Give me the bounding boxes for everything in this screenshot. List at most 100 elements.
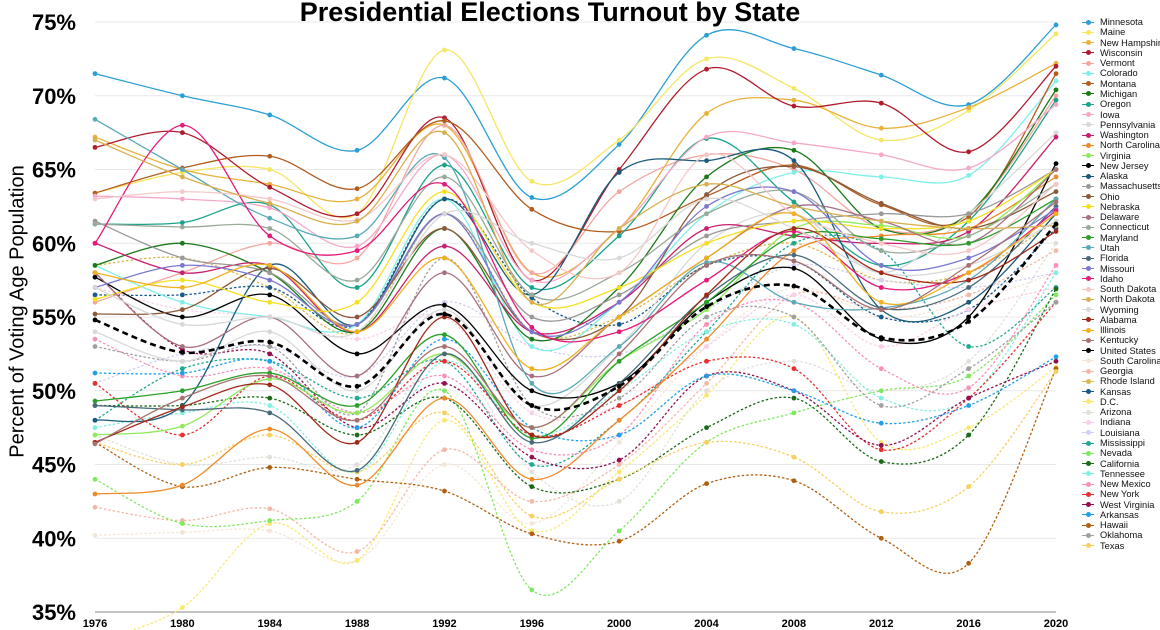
data-point-north-dakota bbox=[267, 201, 273, 206]
data-point-new-hampshire bbox=[966, 105, 972, 110]
data-point-wisconsin bbox=[966, 149, 972, 155]
data-point-california bbox=[1053, 286, 1059, 292]
data-point-vermont bbox=[442, 122, 447, 128]
legend-label: New Mexico bbox=[1100, 479, 1151, 490]
data-point-united-states bbox=[442, 311, 447, 317]
legend-item: North Dakota bbox=[1082, 294, 1160, 304]
data-point-oklahoma bbox=[878, 403, 884, 408]
legend-label: Connecticut bbox=[1100, 222, 1150, 233]
legend-item: Louisiana bbox=[1082, 428, 1160, 438]
data-point-north-dakota bbox=[442, 130, 447, 136]
y-tick-label: 50% bbox=[32, 379, 76, 404]
legend-label: New Hampshire bbox=[1100, 37, 1160, 48]
data-point-south-carolina bbox=[529, 521, 535, 526]
data-point-nevada bbox=[529, 587, 535, 593]
data-point-vermont bbox=[1053, 93, 1059, 99]
data-point-wisconsin bbox=[267, 184, 273, 190]
legend-item: Iowa bbox=[1082, 109, 1160, 120]
legend-marker-icon bbox=[1082, 480, 1094, 488]
legend-item: Kentucky bbox=[1082, 335, 1160, 345]
data-point-kansas bbox=[878, 314, 884, 320]
data-point-indiana bbox=[966, 307, 972, 313]
legend-marker-icon bbox=[1082, 490, 1094, 498]
legend-label: Idaho bbox=[1100, 273, 1124, 284]
data-point-oklahoma bbox=[267, 344, 273, 349]
data-point-georgia bbox=[267, 506, 273, 512]
legend-marker-icon bbox=[1082, 347, 1094, 355]
legend-marker-icon bbox=[1082, 131, 1094, 139]
data-point-alabama bbox=[529, 432, 535, 438]
series-line-hawaii bbox=[94, 368, 1057, 574]
data-point-united-states bbox=[791, 283, 797, 289]
data-point-north-carolina bbox=[354, 482, 360, 488]
data-point-minnesota bbox=[791, 46, 797, 51]
legend-item: North Carolina bbox=[1082, 140, 1160, 150]
legend-label: Texas bbox=[1100, 540, 1125, 551]
legend-label: Minnesota bbox=[1100, 17, 1143, 28]
data-point-west-virginia bbox=[267, 351, 273, 357]
legend-label: South Dakota bbox=[1100, 284, 1157, 295]
data-point-connecticut bbox=[267, 226, 273, 231]
x-tick-label: 1996 bbox=[520, 618, 544, 630]
data-point-north-dakota bbox=[878, 218, 884, 224]
legend-label: New York bbox=[1100, 489, 1140, 500]
legend-marker-icon bbox=[1082, 418, 1094, 426]
data-point-oregon bbox=[1053, 97, 1059, 103]
data-point-nebraska bbox=[791, 218, 797, 224]
legend-marker-icon bbox=[1082, 306, 1094, 314]
x-tick-label: 2004 bbox=[694, 618, 719, 630]
data-point-pennsylvania bbox=[92, 329, 98, 335]
data-point-indiana bbox=[354, 336, 360, 342]
legend-item: Virginia bbox=[1082, 150, 1160, 161]
x-tick-label: 2008 bbox=[782, 618, 806, 630]
data-point-arkansas bbox=[442, 336, 447, 342]
data-point-missouri bbox=[704, 203, 709, 209]
data-point-georgia bbox=[529, 498, 535, 504]
data-point-georgia bbox=[354, 549, 360, 554]
data-point-north-carolina bbox=[616, 417, 622, 423]
legend-item: Tennessee bbox=[1082, 469, 1160, 479]
data-point-maine bbox=[442, 47, 447, 53]
data-point-nebraska bbox=[92, 296, 98, 302]
data-point-hawaii bbox=[354, 476, 360, 482]
legend-marker-icon bbox=[1082, 152, 1094, 160]
data-point-south-carolina bbox=[267, 528, 273, 534]
data-point-ohio bbox=[92, 311, 98, 317]
data-point-illinois bbox=[92, 270, 98, 276]
legend-label: Mississippi bbox=[1100, 438, 1145, 449]
data-point-west-virginia bbox=[878, 442, 884, 448]
legend-marker-icon bbox=[1082, 429, 1094, 437]
data-point-kentucky bbox=[616, 351, 622, 357]
data-point-nevada bbox=[442, 388, 447, 394]
data-point-nevada bbox=[92, 476, 98, 482]
legend: Minnesota Maine New Hampshire Wisconsin Verm… bbox=[1082, 17, 1160, 551]
legend-marker-icon bbox=[1082, 316, 1094, 324]
data-point-kentucky bbox=[791, 258, 797, 264]
data-point-florida bbox=[92, 403, 98, 408]
data-point-wisconsin bbox=[92, 144, 98, 150]
data-point-wyoming bbox=[442, 211, 447, 217]
data-point-arkansas bbox=[704, 373, 709, 379]
data-point-north-dakota bbox=[354, 218, 360, 224]
legend-label: Delaware bbox=[1100, 212, 1140, 223]
data-point-florida bbox=[529, 439, 535, 445]
legend-marker-icon bbox=[1082, 100, 1094, 108]
data-point-utah bbox=[354, 233, 360, 239]
chart-title: Presidential Elections Turnout by State bbox=[299, 0, 801, 27]
data-point-hawaii bbox=[966, 560, 972, 566]
data-point-kentucky bbox=[1053, 199, 1059, 205]
legend-label: Rhode Island bbox=[1100, 376, 1155, 387]
data-point-connecticut bbox=[529, 292, 535, 298]
data-point-georgia bbox=[1053, 248, 1059, 254]
data-point-kentucky bbox=[878, 307, 884, 313]
data-point-mississippi bbox=[791, 240, 797, 246]
data-point-maine bbox=[267, 167, 273, 172]
data-point-washington bbox=[179, 270, 185, 276]
y-tick-label: 60% bbox=[32, 231, 76, 256]
data-point-idaho bbox=[92, 240, 98, 246]
data-point-ohio bbox=[878, 201, 884, 206]
data-point-new-jersey bbox=[1053, 161, 1059, 167]
data-point-hawaii bbox=[704, 481, 709, 487]
data-point-massachusetts bbox=[529, 314, 535, 320]
data-point-new-york bbox=[179, 432, 185, 438]
